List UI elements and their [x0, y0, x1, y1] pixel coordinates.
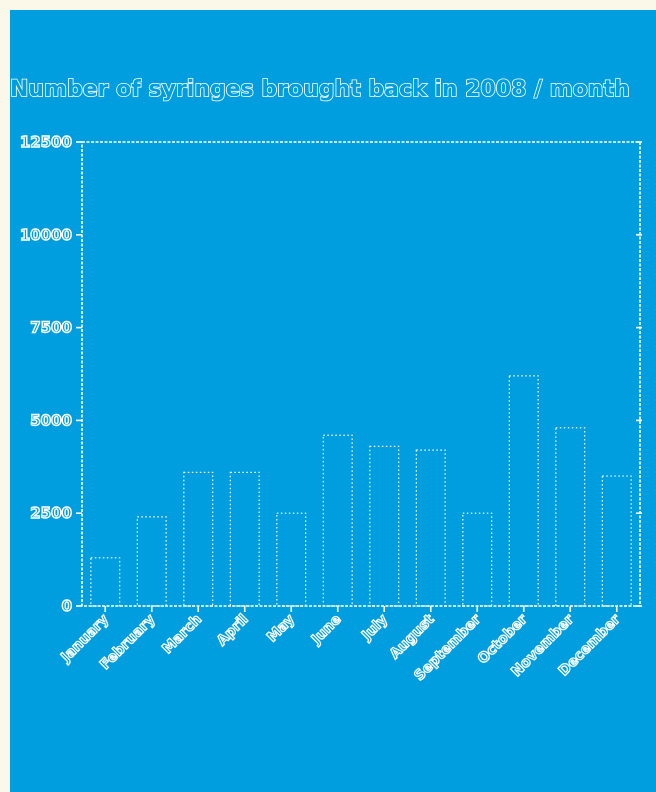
x-tick-label: July: [358, 612, 391, 645]
y-tick-label: 0: [62, 597, 72, 615]
bar-may: [276, 512, 307, 607]
bar-july: [369, 445, 400, 607]
y-tick-label: 12500: [20, 133, 72, 151]
x-tick-label: May: [264, 612, 298, 646]
chart-frame: Number of syringes brought back in 2008 …: [10, 10, 656, 792]
bar-october: [508, 375, 539, 607]
x-tick-label: June: [308, 612, 345, 649]
bars: [90, 375, 632, 607]
bar-january: [90, 557, 121, 607]
y-tick-label: 5000: [30, 411, 72, 429]
bar-november: [555, 427, 586, 607]
x-tick-label: April: [214, 612, 252, 650]
bar-february: [136, 516, 167, 607]
bar-august: [415, 449, 446, 607]
chart: Number of syringes brought back in 2008 …: [10, 76, 642, 685]
chart-title: Number of syringes brought back in 2008 …: [10, 77, 630, 102]
bar-december: [601, 475, 632, 607]
bar-june: [322, 434, 353, 607]
bar-april: [229, 471, 260, 607]
y-tick-label: 7500: [30, 319, 72, 337]
y-tick-label: 2500: [30, 504, 72, 522]
plot-area: [81, 141, 641, 607]
bar-march: [183, 471, 214, 607]
bar-september: [462, 512, 493, 607]
y-axis: 0 2500 5000 7500 10000 12500: [19, 132, 642, 616]
x-tick-label: March: [159, 612, 205, 658]
y-tick-label: 10000: [20, 226, 72, 244]
